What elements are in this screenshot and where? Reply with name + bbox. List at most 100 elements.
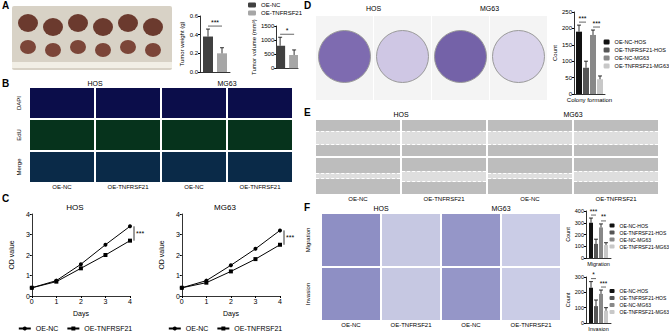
svg-text:***: *** — [211, 19, 219, 26]
svg-text:3: 3 — [253, 298, 257, 305]
svg-text:Tumor weight (g): Tumor weight (g) — [179, 21, 185, 66]
svg-text:Migration: Migration — [587, 261, 610, 267]
html-text:E: E — [304, 107, 311, 118]
html-text:A: A — [2, 0, 10, 11]
svg-text:2: 2 — [229, 298, 233, 305]
svg-text:OD value: OD value — [158, 240, 165, 269]
html-text:EdU: EdU — [16, 129, 22, 141]
svg-text:HOS: HOS — [66, 203, 83, 212]
svg-text:200: 200 — [575, 232, 584, 238]
svg-text:0: 0 — [581, 320, 584, 326]
svg-text:***: *** — [136, 230, 144, 237]
svg-text:OE-NC: OE-NC — [36, 325, 59, 332]
svg-text:300: 300 — [575, 274, 584, 280]
svg-text:*: * — [592, 271, 595, 278]
svg-text:400: 400 — [575, 208, 584, 214]
svg-text:OE-TNFRSF21-MG63: OE-TNFRSF21-MG63 — [620, 309, 669, 315]
svg-text:OE-NC-HOS: OE-NC-HOS — [615, 39, 647, 45]
html-text:HOS: HOS — [393, 111, 409, 118]
svg-text:OE-TNFRSF21: OE-TNFRSF21 — [84, 325, 132, 332]
svg-text:0: 0 — [271, 65, 275, 71]
svg-text:1: 1 — [204, 298, 208, 305]
svg-text:Tumor volume (mm³): Tumor volume (mm³) — [251, 19, 257, 75]
svg-text:**: ** — [601, 213, 607, 220]
svg-text:250: 250 — [562, 9, 573, 15]
svg-text:MG63: MG63 — [214, 203, 236, 212]
svg-text:OE-NC: OE-NC — [261, 2, 281, 8]
svg-text:2: 2 — [176, 252, 180, 259]
svg-text:100: 100 — [575, 305, 584, 311]
svg-text:4: 4 — [26, 211, 30, 218]
svg-text:OE-TNFRSF21: OE-TNFRSF21 — [261, 10, 302, 16]
svg-text:1: 1 — [176, 272, 180, 279]
html-text:F: F — [304, 202, 311, 213]
svg-text:200: 200 — [562, 25, 573, 31]
html-text:C: C — [2, 193, 10, 204]
svg-text:OE-NC-MG63: OE-NC-MG63 — [620, 237, 652, 243]
svg-text:***: *** — [578, 15, 586, 22]
svg-text:200: 200 — [575, 289, 584, 295]
svg-text:*: * — [286, 27, 289, 34]
html-text:HOS: HOS — [365, 5, 382, 12]
svg-text:1: 1 — [54, 298, 58, 305]
svg-text:0: 0 — [30, 298, 34, 305]
html-text:DAPI: DAPI — [16, 96, 22, 110]
svg-text:2: 2 — [26, 252, 30, 259]
svg-text:3: 3 — [26, 231, 30, 238]
svg-text:OE-TNFRSF21: OE-TNFRSF21 — [234, 325, 282, 332]
svg-text:OE-TNFRSF21-HOS: OE-TNFRSF21-HOS — [615, 47, 667, 53]
svg-text:OE-NC-MG63: OE-NC-MG63 — [620, 302, 652, 308]
svg-text:OE-NC-HOS: OE-NC-HOS — [620, 223, 649, 229]
svg-text:***: *** — [592, 20, 600, 27]
svg-text:1500: 1500 — [261, 23, 275, 29]
svg-text:Days: Days — [73, 310, 89, 318]
svg-text:OE-TNFRSF21-MG63: OE-TNFRSF21-MG63 — [615, 63, 669, 69]
svg-text:0.4: 0.4 — [190, 32, 199, 38]
html-text:MG63: MG63 — [491, 205, 511, 212]
svg-text:0: 0 — [581, 255, 584, 261]
svg-text:4: 4 — [278, 298, 282, 305]
html-text:Merge: Merge — [16, 158, 22, 176]
svg-text:***: *** — [286, 234, 294, 241]
svg-text:0.2: 0.2 — [190, 50, 199, 56]
svg-text:4: 4 — [176, 211, 180, 218]
svg-text:1000: 1000 — [261, 37, 275, 43]
svg-text:100: 100 — [575, 243, 584, 249]
svg-text:2: 2 — [79, 298, 83, 305]
svg-text:0: 0 — [180, 298, 184, 305]
svg-text:Count: Count — [565, 227, 571, 242]
svg-text:4: 4 — [128, 298, 132, 305]
svg-text:Count: Count — [552, 45, 558, 61]
svg-text:Colony formation: Colony formation — [567, 97, 612, 103]
html-text:MG63: MG63 — [217, 80, 237, 87]
svg-text:Days: Days — [223, 310, 239, 318]
svg-text:0.6: 0.6 — [190, 13, 199, 19]
svg-text:OE-NC: OE-NC — [186, 325, 209, 332]
svg-text:1: 1 — [26, 272, 30, 279]
svg-text:300: 300 — [575, 220, 584, 226]
svg-text:Invasion: Invasion — [588, 326, 609, 332]
html-text:HOS: HOS — [373, 205, 389, 212]
svg-text:3: 3 — [176, 231, 180, 238]
html-text:MG63: MG63 — [563, 111, 583, 118]
html-text:OE-NC: OE-NC — [52, 184, 72, 190]
svg-text:50: 50 — [565, 75, 572, 81]
svg-text:***: *** — [600, 280, 608, 287]
svg-text:OE-NC-MG63: OE-NC-MG63 — [615, 55, 650, 61]
svg-text:Count: Count — [565, 292, 571, 307]
html-text:D: D — [304, 0, 312, 11]
svg-text:150: 150 — [562, 42, 573, 48]
svg-text:OE-TNFRSF21-MG63: OE-TNFRSF21-MG63 — [620, 244, 669, 250]
html-text:HOS: HOS — [87, 80, 103, 87]
svg-text:OE-TNFRSF21-HOS: OE-TNFRSF21-HOS — [620, 295, 667, 301]
svg-text:OE-TNFRSF21-HOS: OE-TNFRSF21-HOS — [620, 230, 667, 236]
html-text:B: B — [2, 78, 10, 89]
svg-text:0.0: 0.0 — [190, 69, 199, 75]
svg-text:OE-NC-HOS: OE-NC-HOS — [620, 288, 649, 294]
svg-text:3: 3 — [103, 298, 107, 305]
svg-text:100: 100 — [562, 58, 573, 64]
svg-text:OD value: OD value — [8, 240, 15, 269]
svg-text:500: 500 — [264, 51, 275, 57]
html-text:MG63: MG63 — [480, 5, 499, 12]
svg-text:***: *** — [590, 208, 598, 215]
